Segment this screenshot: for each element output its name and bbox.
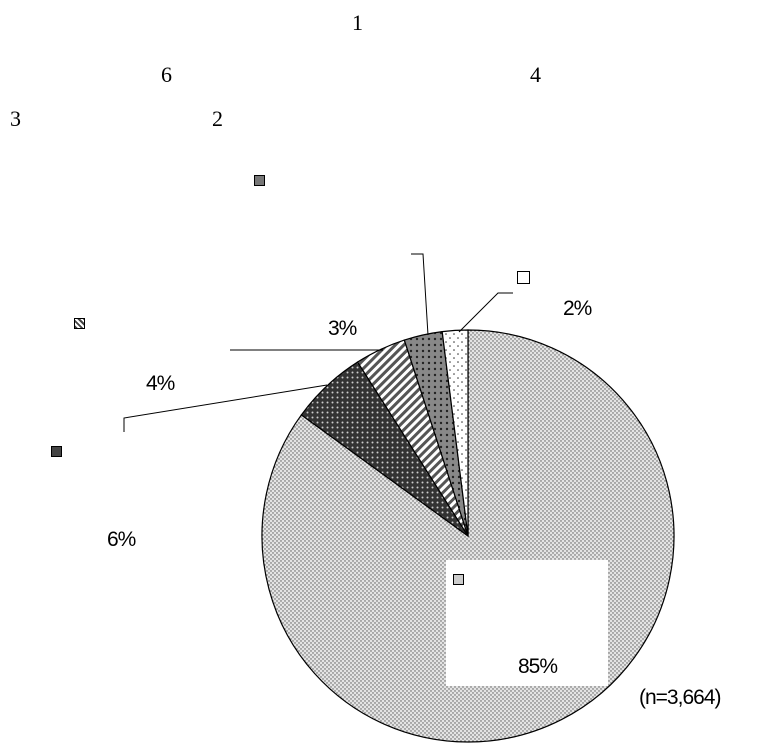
header-number: 2 [212,106,223,131]
slice-label-85pct: 85% [518,655,558,678]
leader-line-3pct [411,253,429,336]
header-number: 1 [352,10,363,35]
label-box [446,560,608,686]
header-number: 4 [530,62,541,87]
legend-swatch-dots [254,175,265,186]
slice-label-2pct: 2% [563,297,592,320]
leader-line-2pct [458,292,513,333]
legend-swatch-grid [51,446,62,457]
legend-swatch-sparse [517,271,530,284]
header-number: 6 [161,62,172,87]
pie-slice-2pct [441,329,469,537]
legend-swatch-fine [453,574,464,585]
slice-label-4pct: 4% [146,372,175,395]
sample-size-note: (n=3,664) [639,686,721,709]
slice-label-3pct: 3% [328,317,357,340]
leader-line-6pct [123,384,328,432]
legend-swatch-diagonal [74,318,85,329]
slice-label-6pct: 6% [107,528,136,551]
header-number: 3 [10,106,21,131]
